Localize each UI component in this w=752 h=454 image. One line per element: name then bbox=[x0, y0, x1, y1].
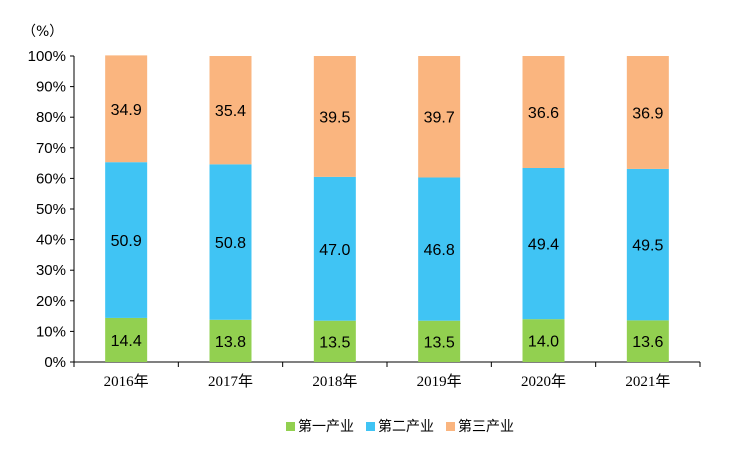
legend-swatch bbox=[286, 422, 295, 431]
bar-segment bbox=[626, 320, 669, 362]
data-label: 14.0 bbox=[528, 334, 559, 351]
y-tick-label: 100% bbox=[28, 48, 66, 65]
legend-label: 第二产业 bbox=[378, 418, 434, 435]
data-label: 47.0 bbox=[319, 242, 350, 259]
legend-swatch bbox=[366, 422, 375, 431]
bar-segment bbox=[209, 56, 252, 165]
data-label: 46.8 bbox=[424, 242, 455, 259]
bar-segment bbox=[522, 167, 565, 320]
bar-segment bbox=[105, 162, 148, 318]
bar-segment bbox=[418, 320, 461, 362]
data-label: 13.5 bbox=[319, 334, 350, 351]
data-label: 39.5 bbox=[319, 109, 350, 126]
data-label: 34.9 bbox=[111, 102, 142, 119]
bar-segment bbox=[418, 177, 461, 321]
legend-label: 第三产业 bbox=[458, 418, 514, 435]
bar-segment bbox=[105, 55, 148, 163]
data-label: 50.9 bbox=[111, 233, 142, 250]
y-tick-label: 40% bbox=[36, 232, 66, 249]
data-label: 36.6 bbox=[528, 105, 559, 122]
y-tick-label: 70% bbox=[36, 140, 66, 157]
bar-segment bbox=[626, 56, 669, 169]
bar-segment bbox=[209, 164, 252, 320]
legend-swatch bbox=[446, 422, 455, 431]
data-label: 14.4 bbox=[111, 333, 142, 350]
bar-segment bbox=[209, 319, 252, 362]
y-tick-label: 90% bbox=[36, 79, 66, 96]
data-label: 35.4 bbox=[215, 103, 246, 120]
legend: 第一产业 第二产业 第三产业 bbox=[286, 418, 514, 435]
x-tick-label: 2016年 bbox=[104, 373, 149, 390]
legend-label: 第一产业 bbox=[298, 418, 354, 435]
x-tick-label: 2019年 bbox=[417, 373, 462, 390]
y-tick-label: 10% bbox=[36, 323, 66, 340]
x-tick-label: 2018年 bbox=[312, 373, 357, 390]
y-unit-label: （%） bbox=[22, 24, 63, 40]
data-label: 39.7 bbox=[424, 110, 455, 127]
y-tick-label: 50% bbox=[36, 201, 66, 218]
data-label: 13.8 bbox=[215, 334, 246, 351]
y-tick-label: 60% bbox=[36, 170, 66, 187]
bar-segment bbox=[313, 56, 356, 177]
bar-segment bbox=[105, 317, 148, 362]
bar-segment bbox=[313, 176, 356, 321]
bar-segment bbox=[522, 319, 565, 362]
x-tick-label: 2017年 bbox=[208, 373, 253, 390]
data-label: 49.5 bbox=[632, 238, 663, 255]
data-label: 13.5 bbox=[424, 334, 455, 351]
bar-segment bbox=[313, 320, 356, 362]
data-label: 36.9 bbox=[632, 105, 663, 122]
data-label: 49.4 bbox=[528, 237, 559, 254]
x-tick-label: 2020年 bbox=[521, 373, 566, 390]
bar-segment bbox=[522, 56, 565, 168]
bar-segment bbox=[626, 168, 669, 321]
data-label: 50.8 bbox=[215, 235, 246, 252]
y-tick-label: 30% bbox=[36, 262, 66, 279]
y-tick-label: 20% bbox=[36, 293, 66, 310]
plot-area: 0% 10% 20% 30% 40% 50% 60% 70% 80% 90% 100% 14.4 50.… bbox=[28, 48, 701, 390]
data-label: 13.6 bbox=[632, 334, 663, 351]
bar-segment bbox=[418, 56, 461, 178]
y-tick-label: 0% bbox=[44, 354, 66, 371]
y-tick-label: 80% bbox=[36, 109, 66, 126]
x-tick-label: 2021年 bbox=[625, 373, 670, 390]
